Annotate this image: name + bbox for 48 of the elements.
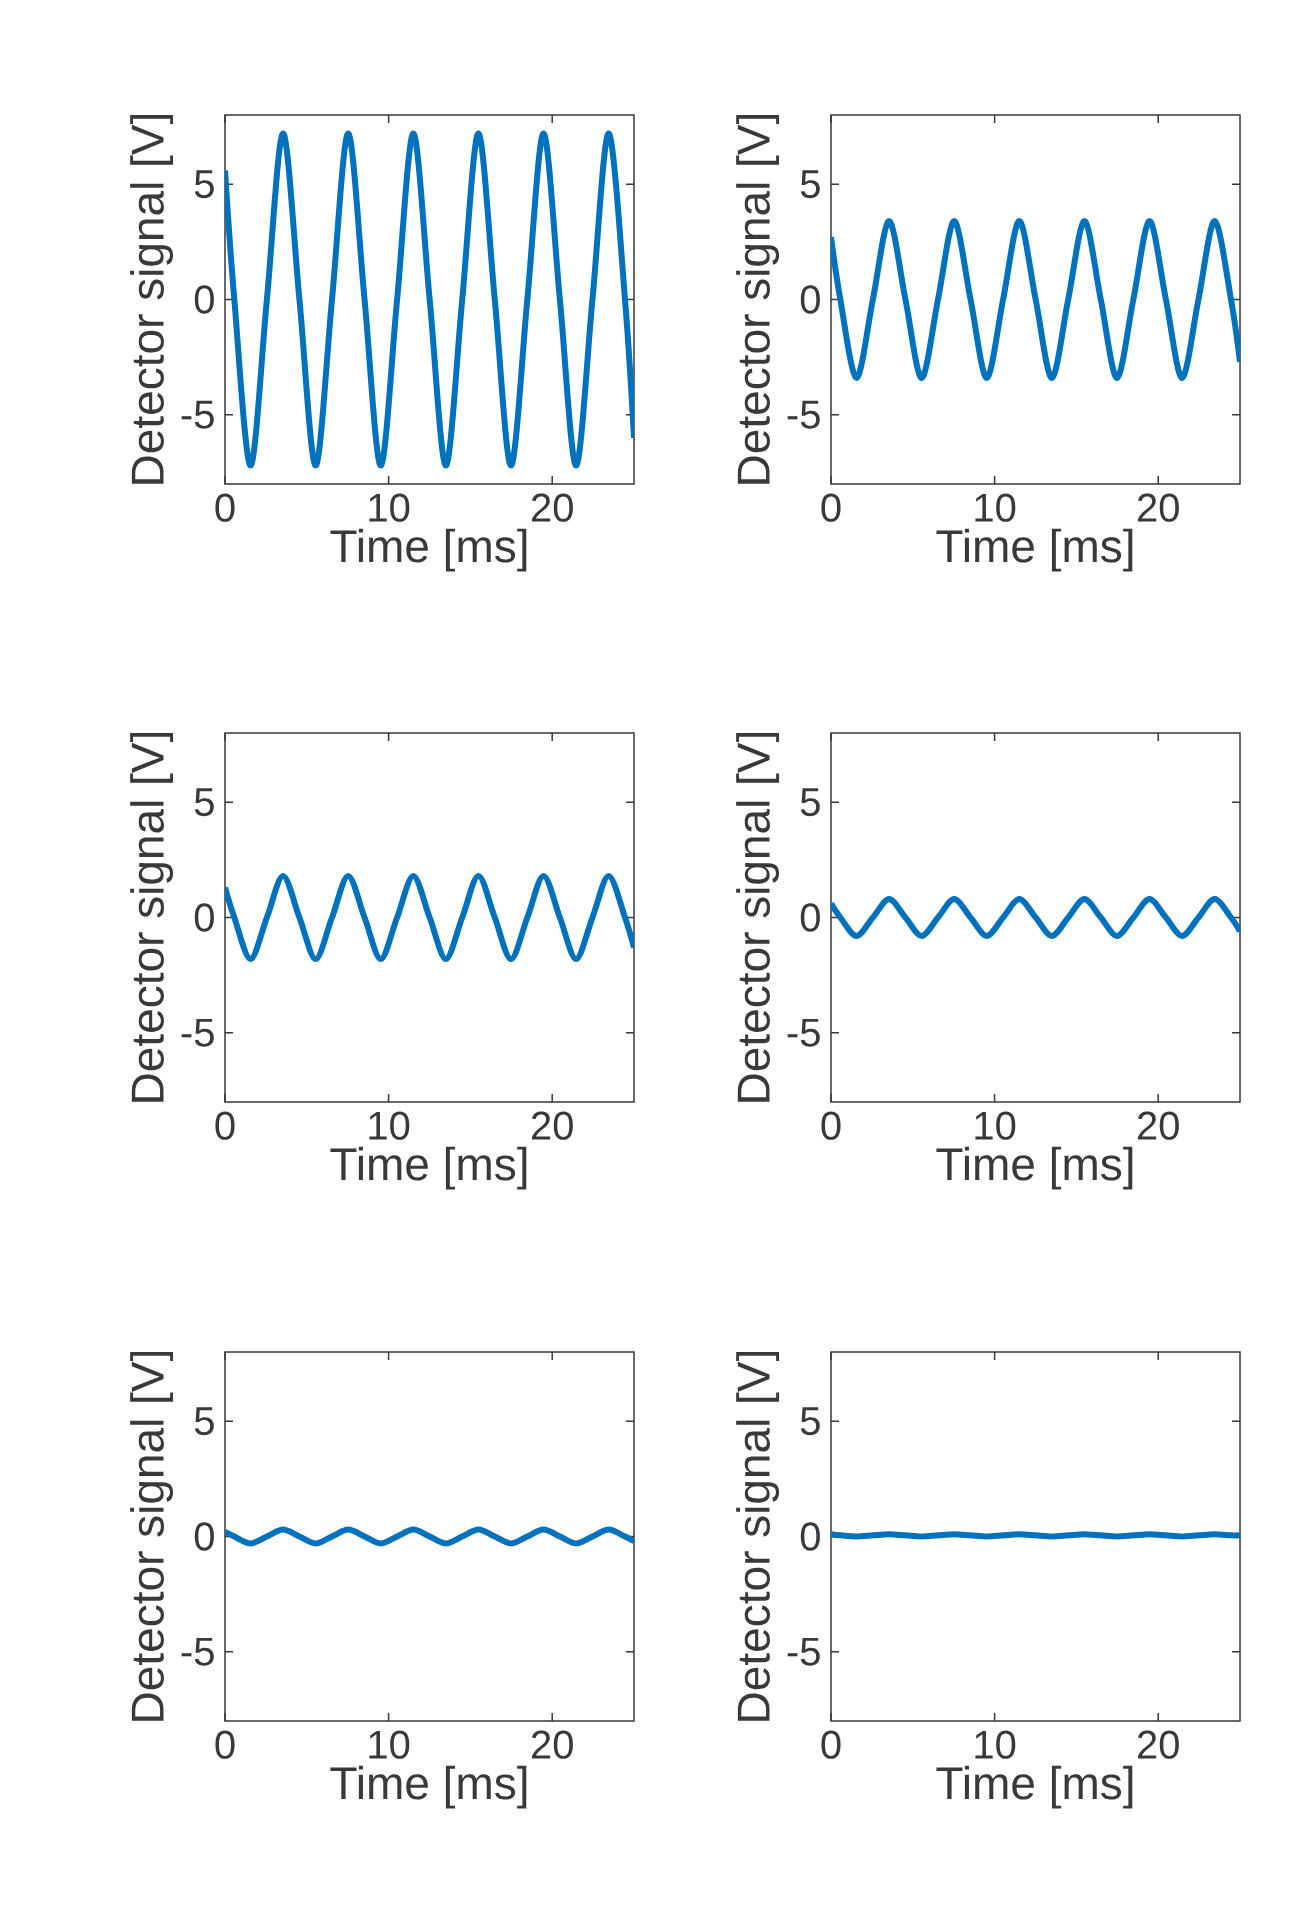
x-tick-label: 0 [215,493,235,522]
x-tick-label: 10 [975,1111,1016,1140]
y-tick-label: 5 [194,170,214,199]
y-tick-label: 5 [194,1407,214,1436]
y-tick-label: 0 [800,903,820,932]
x-tick-label: 20 [531,1730,573,1759]
x-tick-label: 10 [369,1111,410,1140]
y-tick-label: -5 [787,1018,820,1047]
y-tick-label: 0 [800,1522,820,1551]
y-tick-label: 5 [194,788,214,817]
x-tick-label: 10 [975,1730,1016,1759]
y-tick-label: 0 [194,285,214,314]
y-axis-title: Detector signal [V] [736,732,780,1102]
x-tick-label: 0 [821,1111,841,1140]
x-tick-label: 20 [531,493,573,522]
y-tick-label: 5 [800,788,820,817]
y-tick-label: -5 [787,400,820,429]
y-axis-title: Detector signal [V] [130,1351,174,1721]
x-axis-title: Time [ms] [936,528,1133,572]
y-tick-label: 5 [800,1407,820,1436]
x-tick-label: 0 [215,1730,235,1759]
x-tick-label: 20 [1137,1111,1179,1140]
x-axis-title: Time [ms] [936,1765,1133,1809]
x-axis-title: Time [ms] [330,1146,527,1190]
x-tick-label: 10 [975,493,1016,522]
y-tick-label: -5 [181,400,214,429]
y-axis-title: Detector signal [V] [736,114,780,484]
y-tick-label: -5 [181,1018,214,1047]
y-axis-title: Detector signal [V] [130,114,174,484]
y-tick-label: -5 [787,1637,820,1666]
y-axis-title: Detector signal [V] [130,732,174,1102]
x-tick-label: 0 [821,493,841,522]
x-tick-label: 0 [215,1111,235,1140]
y-tick-label: 0 [194,903,214,932]
x-tick-label: 10 [369,1730,410,1759]
y-tick-label: 0 [194,1522,214,1551]
y-tick-label: 0 [800,285,820,314]
x-axis-title: Time [ms] [936,1146,1133,1190]
y-axis-title: Detector signal [V] [736,1351,780,1721]
x-tick-label: 20 [1137,1730,1179,1759]
x-axis-title: Time [ms] [330,1765,527,1809]
x-tick-label: 10 [369,493,410,522]
x-tick-label: 0 [821,1730,841,1759]
x-tick-label: 20 [1137,493,1179,522]
x-axis-title: Time [ms] [330,528,527,572]
x-tick-label: 20 [531,1111,573,1140]
y-tick-label: -5 [181,1637,214,1666]
y-tick-label: 5 [800,170,820,199]
